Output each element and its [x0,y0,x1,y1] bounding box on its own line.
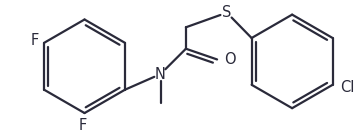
Text: Cl: Cl [340,80,355,95]
Text: O: O [224,52,236,67]
Text: F: F [31,33,39,48]
Text: F: F [79,118,87,133]
Text: S: S [222,5,232,20]
Text: N: N [155,67,166,82]
